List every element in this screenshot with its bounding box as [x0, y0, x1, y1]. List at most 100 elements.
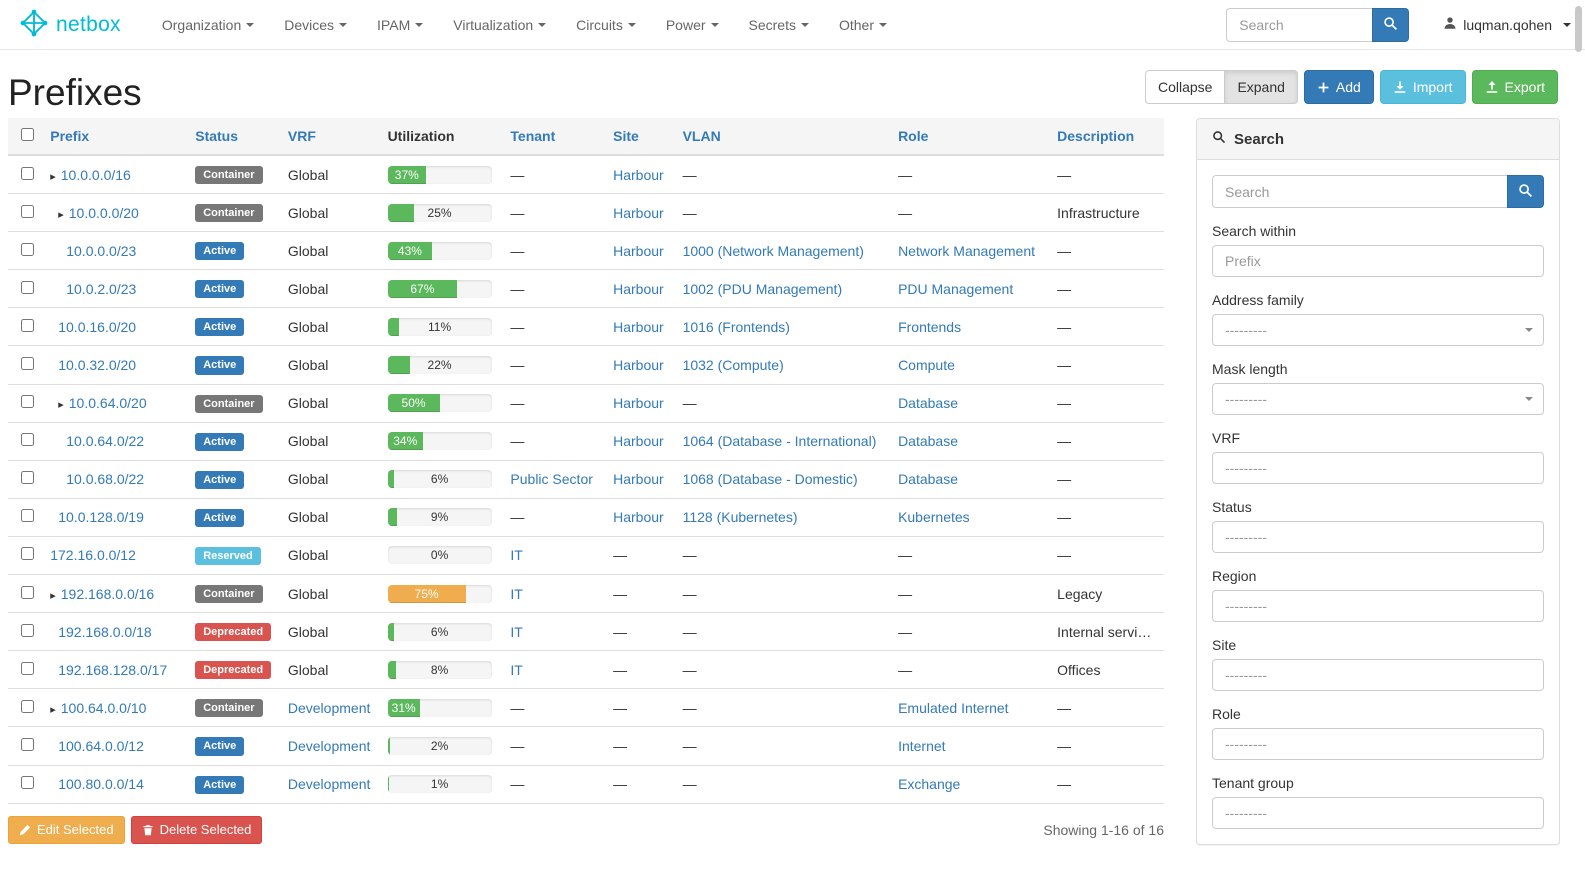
prefix-link[interactable]: 192.168.128.0/17: [58, 661, 168, 678]
expand-caret-icon[interactable]: ▸: [58, 399, 64, 412]
user-menu[interactable]: luqman.qohen: [1443, 16, 1571, 33]
vrf-link[interactable]: Development: [287, 737, 371, 754]
filter-select-vrf[interactable]: ---------: [1212, 452, 1544, 484]
prefix-link[interactable]: 10.0.0.0/23: [66, 242, 137, 259]
select-all-checkbox[interactable]: [21, 128, 34, 141]
site-link[interactable]: Harbour: [613, 166, 664, 183]
prefix-link[interactable]: 10.0.64.0/22: [66, 433, 145, 450]
site-link[interactable]: Harbour: [613, 395, 664, 412]
nav-item-ipam[interactable]: IPAM: [362, 0, 438, 50]
column-header-status[interactable]: Status: [187, 118, 280, 156]
filter-search-input[interactable]: [1212, 175, 1507, 208]
prefix-link[interactable]: 10.0.128.0/19: [58, 509, 144, 526]
site-link[interactable]: Harbour: [613, 204, 664, 221]
tenant-link[interactable]: IT: [510, 623, 523, 640]
site-link[interactable]: Harbour: [613, 471, 664, 488]
role-link[interactable]: Database: [898, 395, 958, 412]
prefix-link[interactable]: 172.16.0.0/12: [50, 547, 136, 564]
expand-caret-icon[interactable]: ▸: [50, 589, 56, 602]
expand-button[interactable]: Expand: [1225, 70, 1298, 105]
filter-search-button[interactable]: [1507, 175, 1544, 208]
row-checkbox[interactable]: [21, 280, 34, 294]
role-link[interactable]: Database: [898, 433, 958, 450]
role-link[interactable]: Exchange: [898, 776, 961, 793]
prefix-link[interactable]: 10.0.32.0/20: [58, 357, 137, 374]
prefix-link[interactable]: 100.80.0.0/14: [58, 776, 144, 793]
prefix-link[interactable]: 10.0.64.0/20: [68, 395, 147, 412]
filter-select-role[interactable]: ---------: [1212, 728, 1544, 760]
row-checkbox[interactable]: [21, 318, 34, 332]
nav-item-secrets[interactable]: Secrets: [734, 0, 824, 50]
role-link[interactable]: PDU Management: [898, 280, 1014, 297]
expand-caret-icon[interactable]: ▸: [58, 208, 64, 221]
row-checkbox[interactable]: [21, 661, 34, 675]
prefix-link[interactable]: 10.0.16.0/20: [58, 318, 137, 335]
column-header-tenant[interactable]: Tenant: [502, 118, 606, 156]
filter-select-region[interactable]: ---------: [1212, 590, 1544, 622]
export-button[interactable]: Export: [1471, 70, 1558, 105]
site-link[interactable]: Harbour: [613, 242, 664, 259]
prefix-link[interactable]: 10.0.68.0/22: [66, 471, 145, 488]
tenant-link[interactable]: Public Sector: [510, 471, 593, 488]
nav-item-power[interactable]: Power: [651, 0, 734, 50]
navbar-search-button[interactable]: [1372, 7, 1410, 42]
row-checkbox[interactable]: [21, 623, 34, 637]
role-link[interactable]: Internet: [898, 737, 946, 754]
nav-item-other[interactable]: Other: [824, 0, 902, 50]
filter-input-search-within[interactable]: [1212, 245, 1544, 277]
tenant-link[interactable]: IT: [510, 661, 523, 678]
role-link[interactable]: Network Management: [898, 242, 1036, 259]
row-checkbox[interactable]: [21, 509, 34, 523]
netbox-brand[interactable]: netbox: [20, 9, 121, 40]
row-checkbox[interactable]: [21, 547, 34, 561]
tenant-link[interactable]: IT: [510, 547, 523, 564]
prefix-link[interactable]: 10.0.2.0/23: [66, 280, 137, 297]
nav-item-organization[interactable]: Organization: [147, 0, 269, 50]
prefix-link[interactable]: 100.64.0.0/12: [58, 737, 144, 754]
tenant-link[interactable]: IT: [510, 585, 523, 602]
filter-select-site[interactable]: ---------: [1212, 659, 1544, 691]
vlan-link[interactable]: 1064 (Database - International): [682, 433, 877, 450]
row-checkbox[interactable]: [21, 357, 34, 371]
vlan-link[interactable]: 1016 (Frontends): [682, 318, 790, 335]
row-checkbox[interactable]: [21, 395, 34, 409]
prefix-link[interactable]: 10.0.0.0/16: [60, 166, 131, 183]
filter-select-mask-length[interactable]: ---------: [1212, 383, 1544, 415]
filter-select-tenant-group[interactable]: ---------: [1212, 797, 1544, 829]
vlan-link[interactable]: 1128 (Kubernetes): [682, 509, 798, 526]
prefix-link[interactable]: 192.168.0.0/16: [60, 585, 155, 602]
vlan-link[interactable]: 1000 (Network Management): [682, 242, 864, 259]
role-link[interactable]: Emulated Internet: [898, 699, 1009, 716]
delete-selected-button[interactable]: Delete Selected: [130, 815, 263, 845]
role-link[interactable]: Compute: [898, 357, 955, 374]
row-checkbox[interactable]: [21, 471, 34, 485]
prefix-link[interactable]: 100.64.0.0/10: [60, 699, 147, 716]
row-checkbox[interactable]: [21, 699, 34, 713]
site-link[interactable]: Harbour: [613, 280, 664, 297]
vlan-link[interactable]: 1068 (Database - Domestic): [682, 471, 858, 488]
row-checkbox[interactable]: [21, 737, 34, 751]
column-header-vrf[interactable]: VRF: [279, 118, 380, 156]
column-header-vlan[interactable]: VLAN: [674, 118, 891, 156]
row-checkbox[interactable]: [21, 776, 34, 790]
prefix-link[interactable]: 10.0.0.0/20: [68, 204, 139, 221]
vlan-link[interactable]: 1032 (Compute): [682, 357, 784, 374]
role-link[interactable]: Frontends: [898, 318, 962, 335]
nav-item-circuits[interactable]: Circuits: [561, 0, 651, 50]
prefix-link[interactable]: 192.168.0.0/18: [58, 623, 152, 640]
filter-select-address-family[interactable]: ---------: [1212, 314, 1544, 346]
vrf-link[interactable]: Development: [287, 776, 371, 793]
row-checkbox[interactable]: [21, 242, 34, 256]
nav-item-devices[interactable]: Devices: [269, 0, 362, 50]
expand-caret-icon[interactable]: ▸: [50, 170, 56, 183]
site-link[interactable]: Harbour: [613, 509, 664, 526]
row-checkbox[interactable]: [21, 585, 34, 599]
column-header-site[interactable]: Site: [605, 118, 675, 156]
collapse-button[interactable]: Collapse: [1144, 70, 1226, 105]
site-link[interactable]: Harbour: [613, 318, 664, 335]
site-link[interactable]: Harbour: [613, 433, 664, 450]
nav-item-virtualization[interactable]: Virtualization: [438, 0, 561, 50]
edit-selected-button[interactable]: Edit Selected: [8, 815, 125, 845]
column-header-role[interactable]: Role: [890, 118, 1050, 156]
column-header-description[interactable]: Description: [1049, 118, 1164, 156]
